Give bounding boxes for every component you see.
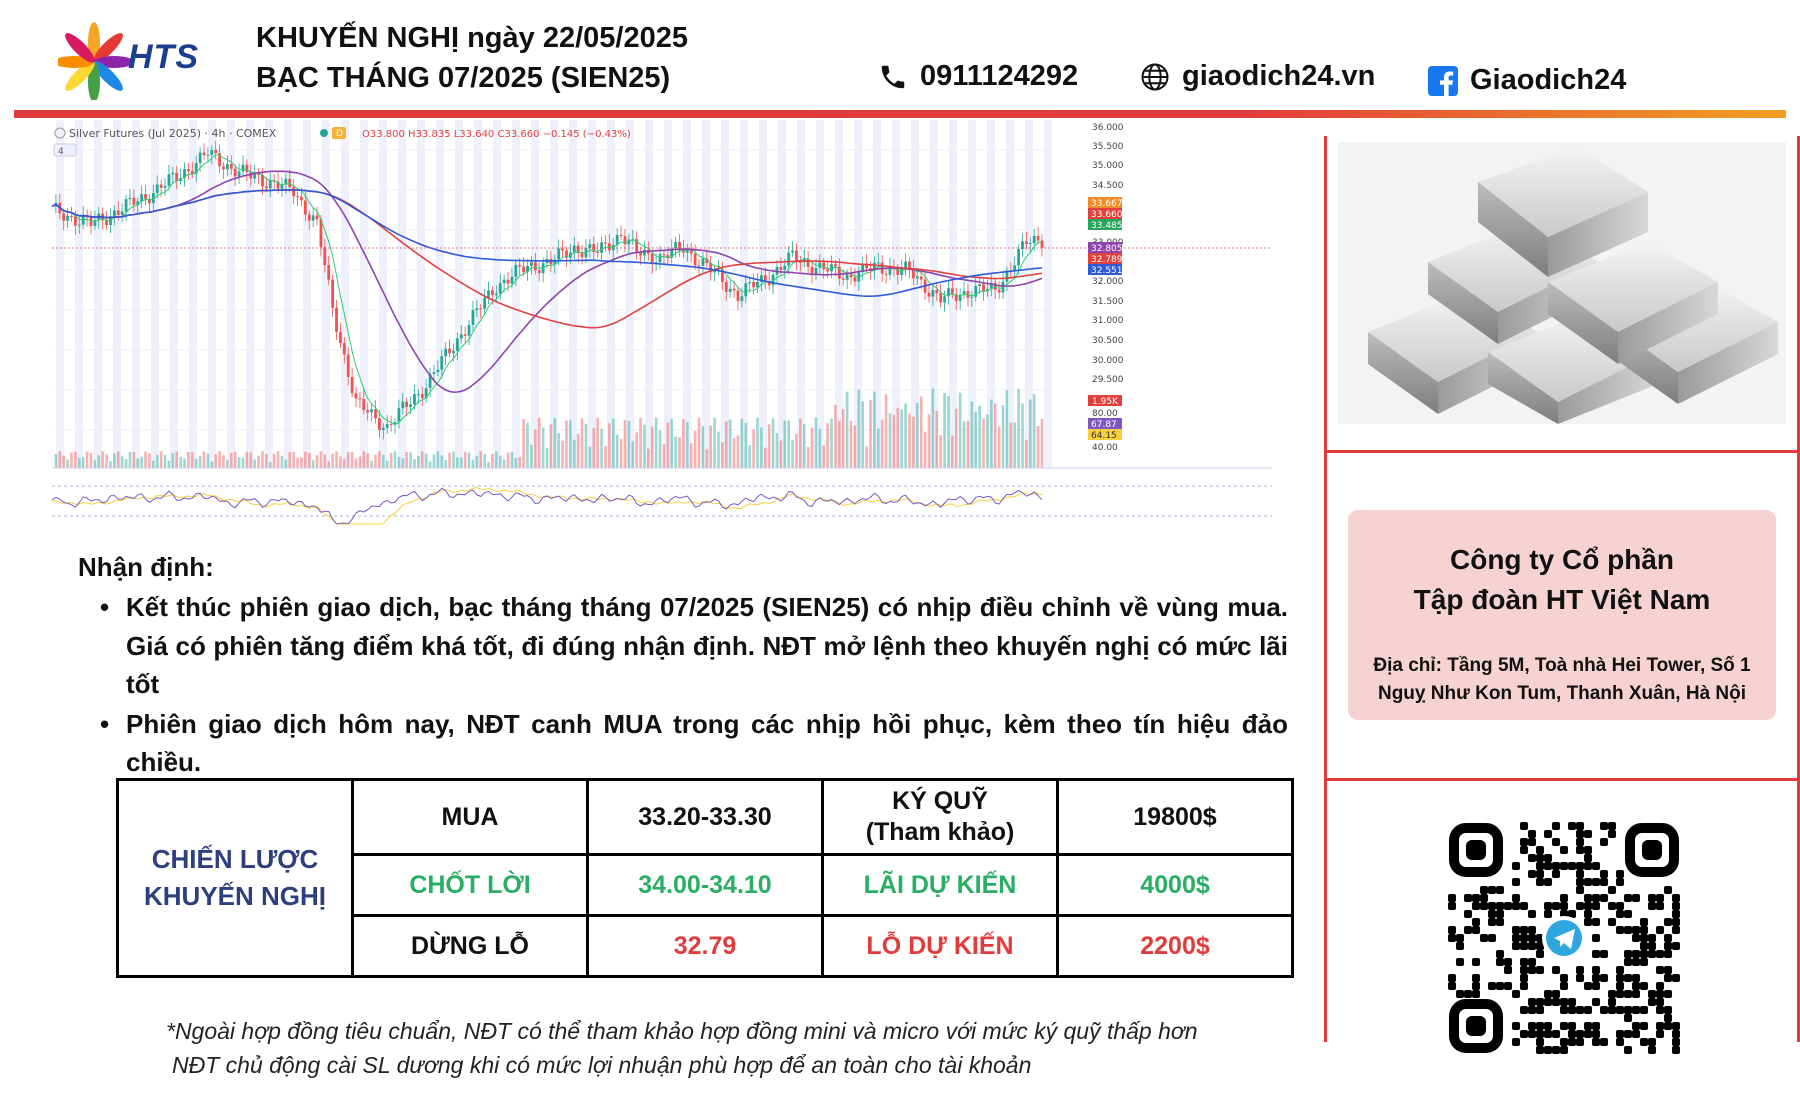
analysis-heading: Nhận định: bbox=[78, 552, 214, 582]
panel-divider bbox=[1797, 136, 1800, 1042]
price-tick: 34.500 bbox=[1092, 181, 1124, 191]
price-tick: 36.000 bbox=[1092, 123, 1124, 133]
price-label: 32.551 bbox=[1091, 266, 1123, 276]
price-chart-svg: Silver Futures (Jul 2025) · 4h · COMEX D… bbox=[52, 120, 1312, 538]
company-name: Công ty Cổ phần bbox=[1450, 544, 1674, 575]
contact-website[interactable]: giaodich24.vn bbox=[1140, 60, 1375, 93]
strategy-label-line1: CHIẾN LƯỢC bbox=[151, 844, 319, 874]
panel-divider bbox=[1324, 136, 1327, 1042]
website-url: giaodich24.vn bbox=[1182, 60, 1376, 92]
margin-value: 19800$ bbox=[1056, 778, 1294, 856]
margin-label: KÝ QUỸ (Tham khảo) bbox=[821, 778, 1059, 856]
take-profit-range: 34.00-34.10 bbox=[586, 853, 824, 917]
silver-bars-image bbox=[1338, 142, 1786, 424]
interval-badge[interactable]: 4 bbox=[58, 147, 64, 157]
price-label: 32.789 bbox=[1091, 255, 1123, 265]
margin-label-line2: (Tham khảo) bbox=[865, 818, 1015, 846]
expected-loss-label: LỖ DỰ KIẾN bbox=[821, 914, 1059, 978]
phone-icon bbox=[881, 65, 905, 88]
price-tick: 30.500 bbox=[1092, 336, 1124, 346]
chart-ohlc: O33.800 H33.835 L33.640 C33.660 −0.145 (… bbox=[362, 129, 631, 140]
report-subtitle: BẠC THÁNG 07/2025 (SIEN25) bbox=[256, 62, 671, 94]
footnote: *Ngoài hợp đồng tiêu chuẩn, NĐT có thể t… bbox=[166, 1018, 1198, 1044]
price-label: 33.485 bbox=[1091, 221, 1123, 231]
chart-instrument: Silver Futures (Jul 2025) · 4h · COMEX bbox=[69, 127, 277, 140]
strategy-label-line2: KHUYẾN NGHỊ bbox=[143, 881, 326, 911]
qr-code[interactable] bbox=[1446, 820, 1682, 1056]
logo-text: HTS bbox=[128, 38, 199, 76]
strategy-label: CHIẾN LƯỢC KHUYẾN NGHỊ bbox=[116, 778, 354, 978]
analysis-paragraph: Phiên giao dịch hôm nay, NĐT canh MUA tr… bbox=[100, 705, 1288, 782]
facebook-name: Giaodich24 bbox=[1470, 64, 1627, 96]
stop-loss-label: DỪNG LỖ bbox=[351, 914, 589, 978]
price-tick: 30.000 bbox=[1092, 356, 1124, 366]
price-tick: 31.500 bbox=[1092, 297, 1124, 307]
panel-separator bbox=[1326, 450, 1800, 453]
expected-profit-label: LÃI DỰ KIẾN bbox=[821, 853, 1059, 917]
margin-label-line1: KÝ QUỸ bbox=[892, 787, 988, 815]
company-address: Địa chỉ: Tầng 5M, Toà nhà Hei Tower, Số … bbox=[1373, 655, 1751, 704]
contact-phone[interactable]: 0911124292 bbox=[878, 60, 1078, 93]
facebook-icon bbox=[1428, 65, 1458, 96]
rsi-tick: 40.00 bbox=[1092, 443, 1118, 453]
buy-range: 33.20-33.30 bbox=[586, 778, 824, 856]
contact-facebook[interactable]: Giaodich24 bbox=[1428, 64, 1626, 97]
expected-profit-value: 4000$ bbox=[1056, 853, 1294, 917]
price-tick: 29.500 bbox=[1092, 375, 1124, 385]
svg-text:D: D bbox=[336, 129, 343, 139]
company-name: Tập đoàn HT Việt Nam bbox=[1413, 584, 1711, 615]
analysis-paragraph: Kết thúc phiên giao dịch, bạc tháng thán… bbox=[100, 588, 1288, 704]
footnote: NĐT chủ động cài SL dương khi có mức lợi… bbox=[172, 1052, 1032, 1078]
strategy-table: CHIẾN LƯỢC KHUYẾN NGHỊ MUA 33.20-33.30 K… bbox=[116, 778, 1294, 978]
price-tick: 32.000 bbox=[1092, 277, 1124, 287]
take-profit-label: CHỐT LỜI bbox=[351, 853, 589, 917]
price-tick: 31.000 bbox=[1092, 316, 1124, 326]
header-divider bbox=[14, 110, 1786, 118]
price-chart: Silver Futures (Jul 2025) · 4h · COMEX D… bbox=[52, 120, 1312, 538]
report-title: KHUYẾN NGHỊ ngày 22/05/2025 bbox=[256, 22, 688, 54]
price-tick: 35.000 bbox=[1092, 161, 1124, 171]
price-label: 33.660 bbox=[1091, 210, 1123, 220]
analysis-list: Kết thúc phiên giao dịch, bạc tháng thán… bbox=[100, 588, 1288, 783]
volume-label: 1.95K bbox=[1092, 397, 1119, 407]
globe-icon bbox=[1141, 63, 1169, 90]
price-label: 33.667 bbox=[1091, 199, 1123, 209]
stop-loss-value: 32.79 bbox=[586, 914, 824, 978]
buy-label: MUA bbox=[351, 778, 589, 856]
expected-loss-value: 2200$ bbox=[1056, 914, 1294, 978]
panel-separator bbox=[1326, 778, 1800, 781]
price-tick: 35.500 bbox=[1092, 142, 1124, 152]
price-label: 32.805 bbox=[1091, 244, 1123, 254]
telegram-icon bbox=[1542, 916, 1586, 960]
rsi-label: 67.87 bbox=[1091, 420, 1117, 430]
rsi-tick: 80.00 bbox=[1092, 409, 1118, 419]
phone-number: 0911124292 bbox=[920, 60, 1079, 92]
company-card: Công ty Cổ phần Tập đoàn HT Việt Nam Địa… bbox=[1348, 510, 1776, 720]
rsi-label: 64.15 bbox=[1091, 431, 1117, 441]
hts-logo-mark bbox=[58, 22, 134, 100]
